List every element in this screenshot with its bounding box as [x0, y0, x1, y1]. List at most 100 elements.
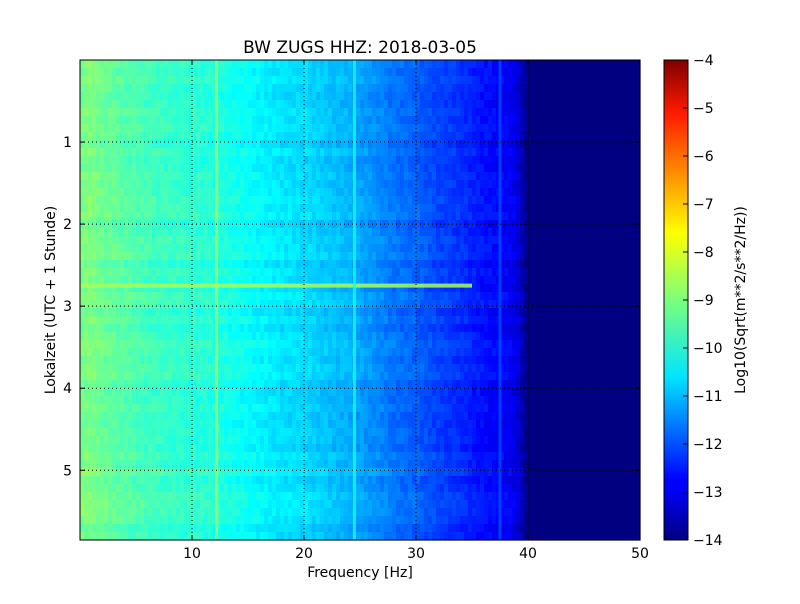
- heatmap-cell: [140, 276, 145, 285]
- heatmap-cell: [240, 316, 245, 325]
- heatmap-cell: [148, 284, 153, 293]
- heatmap-cell: [524, 140, 529, 149]
- heatmap-cell: [188, 156, 193, 165]
- heatmap-cell: [144, 60, 149, 69]
- heatmap-cell: [356, 140, 361, 149]
- heatmap-cell: [412, 60, 417, 69]
- heatmap-cell: [636, 300, 641, 309]
- heatmap-cell: [620, 140, 625, 149]
- heatmap-cell: [428, 196, 433, 205]
- heatmap-cell: [540, 76, 545, 85]
- heatmap-cell: [208, 340, 213, 349]
- heatmap-cell: [132, 316, 137, 325]
- heatmap-cell: [176, 60, 181, 69]
- heatmap-cell: [460, 292, 465, 301]
- heatmap-cell: [296, 140, 301, 149]
- heatmap-cell: [256, 132, 261, 141]
- heatmap-cell: [308, 284, 313, 293]
- heatmap-cell: [600, 124, 605, 133]
- heatmap-cell: [560, 100, 565, 109]
- heatmap-cell: [124, 212, 129, 221]
- heatmap-cell: [180, 188, 185, 197]
- heatmap-cell: [536, 260, 541, 269]
- heatmap-cell: [276, 228, 281, 237]
- heatmap-cell: [540, 196, 545, 205]
- heatmap-cell: [160, 244, 165, 253]
- heatmap-cell: [504, 108, 509, 117]
- heatmap-cell: [548, 92, 553, 101]
- heatmap-cell: [336, 236, 341, 245]
- heatmap-cell: [168, 228, 173, 237]
- heatmap-cell: [388, 148, 393, 157]
- heatmap-cell: [316, 68, 321, 77]
- heatmap-cell: [556, 188, 561, 197]
- heatmap-cell: [172, 172, 177, 181]
- heatmap-cell: [196, 292, 201, 301]
- heatmap-cell: [468, 60, 473, 69]
- heatmap-cell: [280, 172, 285, 181]
- heatmap-cell: [268, 340, 273, 349]
- heatmap-cell: [288, 292, 293, 301]
- heatmap-cell: [108, 324, 113, 333]
- heatmap-cell: [568, 92, 573, 101]
- heatmap-cell: [532, 308, 537, 317]
- heatmap-cell: [476, 156, 481, 165]
- heatmap-cell: [360, 140, 365, 149]
- heatmap-cell: [140, 332, 145, 341]
- heatmap-cell: [388, 268, 393, 277]
- heatmap-cell: [116, 236, 121, 245]
- heatmap-cell: [244, 324, 249, 333]
- heatmap-cell: [480, 140, 485, 149]
- heatmap-cell: [92, 244, 97, 253]
- heatmap-cell: [532, 220, 537, 229]
- heatmap-cell: [496, 116, 501, 125]
- heatmap-cell: [408, 108, 413, 117]
- heatmap-cell: [160, 324, 165, 333]
- heatmap-cell: [228, 276, 233, 285]
- heatmap-cell: [320, 180, 325, 189]
- heatmap-cell: [528, 100, 533, 109]
- heatmap-cell: [200, 92, 205, 101]
- heatmap-cell: [324, 68, 329, 77]
- heatmap-cell: [180, 324, 185, 333]
- heatmap-cell: [96, 92, 101, 101]
- heatmap-cell: [228, 116, 233, 125]
- heatmap-cell: [192, 300, 197, 309]
- heatmap-cell: [360, 188, 365, 197]
- heatmap-cell: [612, 108, 617, 117]
- heatmap-cell: [384, 236, 389, 245]
- heatmap-cell: [356, 212, 361, 221]
- heatmap-cell: [584, 76, 589, 85]
- heatmap-cell: [128, 332, 133, 341]
- heatmap-cell: [356, 236, 361, 245]
- heatmap-cell: [240, 340, 245, 349]
- heatmap-cell: [228, 236, 233, 245]
- heatmap-cell: [632, 148, 637, 157]
- heatmap-cell: [568, 156, 573, 165]
- heatmap-cell: [460, 244, 465, 253]
- heatmap-cell: [572, 132, 577, 141]
- heatmap-cell: [584, 68, 589, 77]
- heatmap-cell: [532, 212, 537, 221]
- heatmap-cell: [472, 196, 477, 205]
- heatmap-cell: [132, 100, 137, 109]
- heatmap-cell: [180, 68, 185, 77]
- heatmap-cell: [96, 60, 101, 69]
- heatmap-cell: [184, 116, 189, 125]
- heatmap-cell: [396, 228, 401, 237]
- heatmap-cell: [172, 212, 177, 221]
- heatmap-cell: [236, 284, 241, 293]
- heatmap-cell: [112, 76, 117, 85]
- heatmap-cell: [612, 76, 617, 85]
- heatmap-cell: [396, 212, 401, 221]
- heatmap-cell: [164, 284, 169, 293]
- heatmap-cell: [512, 180, 517, 189]
- heatmap-cell: [248, 204, 253, 213]
- heatmap-cell: [136, 92, 141, 101]
- heatmap-cell: [220, 324, 225, 333]
- heatmap-cell: [556, 204, 561, 213]
- heatmap-cell: [224, 196, 229, 205]
- heatmap-cell: [508, 284, 513, 293]
- heatmap-cell: [596, 60, 601, 69]
- heatmap-cell: [568, 68, 573, 77]
